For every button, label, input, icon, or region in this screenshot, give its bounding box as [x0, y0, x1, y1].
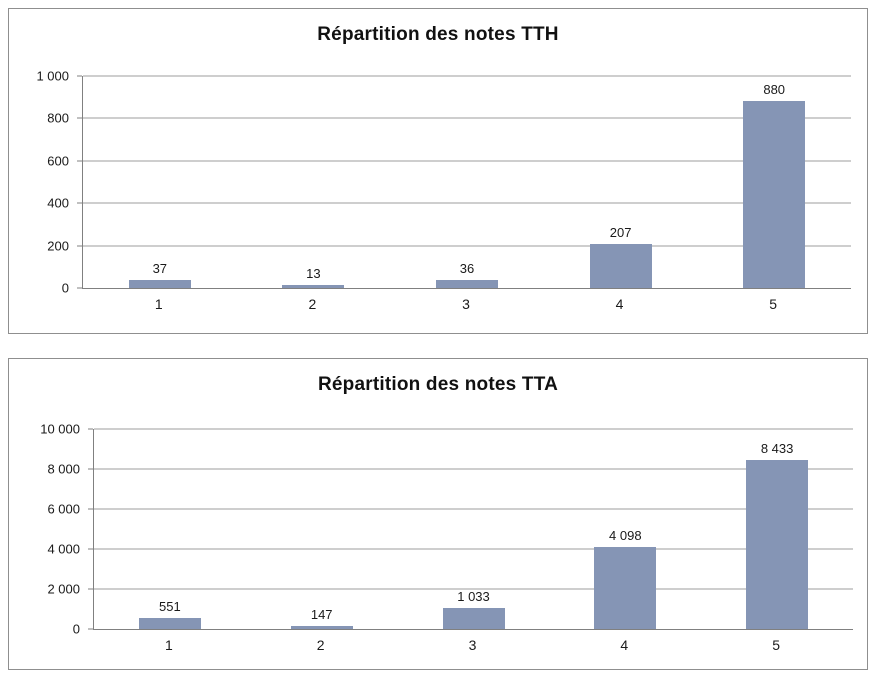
bar-value-label: 36	[459, 261, 475, 277]
y-tick-mark	[77, 202, 82, 204]
bar-value-label: 880	[763, 82, 786, 98]
y-tick-label: 400	[47, 195, 69, 211]
x-axis-labels: 1 2 3 4 5	[82, 296, 850, 315]
bar-category-5[interactable]	[743, 101, 806, 288]
bar-value-label: 37	[152, 261, 168, 277]
bar-value-label: 207	[609, 225, 632, 241]
x-tick-label: 2	[316, 637, 325, 653]
x-tick-label: 5	[769, 296, 778, 312]
y-tick-mark	[88, 548, 93, 550]
bar-value-label: 551	[159, 598, 181, 614]
y-tick-label: 8 000	[47, 461, 80, 477]
plot-area: 37 13 36 207 880	[77, 75, 851, 289]
y-tick-label: 200	[47, 238, 69, 254]
gridline	[94, 548, 853, 550]
y-axis-labels: 0 200 400 600 800 1 000	[9, 70, 82, 295]
bar-category-4[interactable]	[589, 244, 652, 288]
gridline	[94, 468, 853, 470]
bar-value-label: 4 098	[609, 528, 642, 544]
y-tick-mark	[77, 75, 82, 77]
chart-title: Répartition des notes TTH	[317, 24, 559, 45]
x-tick-label: 4	[615, 296, 624, 312]
x-tick-label: 4	[620, 637, 629, 653]
gridline	[83, 202, 851, 204]
x-tick-label: 3	[462, 296, 470, 312]
bar-category-1[interactable]	[128, 280, 191, 288]
y-tick-mark	[88, 508, 93, 510]
plot-area: 551 147 1 033 4 098 8 433	[88, 428, 853, 630]
x-tick-label: 5	[772, 637, 780, 653]
y-tick-mark	[77, 245, 82, 247]
bar-category-1[interactable]	[138, 617, 201, 629]
y-tick-label: 600	[47, 153, 69, 169]
bar-category-3[interactable]	[436, 280, 498, 288]
y-tick-label: 10 000	[40, 421, 80, 437]
x-tick-label: 1	[165, 637, 173, 653]
gridline	[94, 428, 853, 430]
x-tick-label: 1	[154, 296, 163, 312]
bar-value-label: 13	[306, 266, 321, 282]
bar-category-2[interactable]	[290, 626, 353, 629]
gridline	[94, 588, 853, 590]
gridline	[83, 160, 851, 162]
x-tick-label: 3	[468, 637, 477, 653]
y-tick-label: 0	[61, 280, 69, 296]
chart-title: Répartition des notes TTA	[317, 374, 559, 395]
y-tick-mark	[88, 628, 93, 630]
y-tick-mark	[77, 287, 82, 289]
y-tick-label: 800	[47, 110, 69, 126]
y-tick-label: 4 000	[47, 541, 80, 557]
gridline	[83, 75, 851, 77]
gridline	[94, 508, 853, 510]
gridline	[83, 245, 851, 247]
y-tick-mark	[88, 588, 93, 590]
bar-value-label: 8 433	[760, 441, 794, 457]
x-tick-label: 2	[308, 296, 317, 312]
y-tick-label: 1 000	[36, 68, 69, 84]
gridline	[83, 117, 851, 119]
y-tick-label: 6 000	[47, 501, 80, 517]
y-tick-mark	[77, 117, 82, 119]
x-axis-labels: 1 2 3 4 5	[93, 637, 852, 656]
y-axis-labels: 0 2 000 4 000 6 000 8 000 10 000	[9, 423, 93, 636]
bar-category-4[interactable]	[594, 547, 657, 629]
y-tick-label: 2 000	[47, 581, 80, 597]
bar-value-label: 1 033	[457, 589, 490, 605]
y-tick-label: 0	[72, 621, 80, 637]
bar-category-2[interactable]	[282, 285, 345, 288]
chart-repartition-notes-tth[interactable]: Répartition des notes TTH 0 200 400 600 800 1…	[8, 8, 868, 334]
y-tick-mark	[88, 428, 93, 430]
bar-category-5[interactable]	[746, 460, 809, 629]
chart-repartition-notes-tta[interactable]: Répartition des notes TTA 0 2 000 4 000 6 0…	[8, 358, 868, 670]
y-tick-mark	[77, 160, 82, 162]
bar-category-3[interactable]	[442, 608, 505, 629]
y-tick-mark	[88, 468, 93, 470]
bar-value-label: 147	[310, 607, 333, 623]
